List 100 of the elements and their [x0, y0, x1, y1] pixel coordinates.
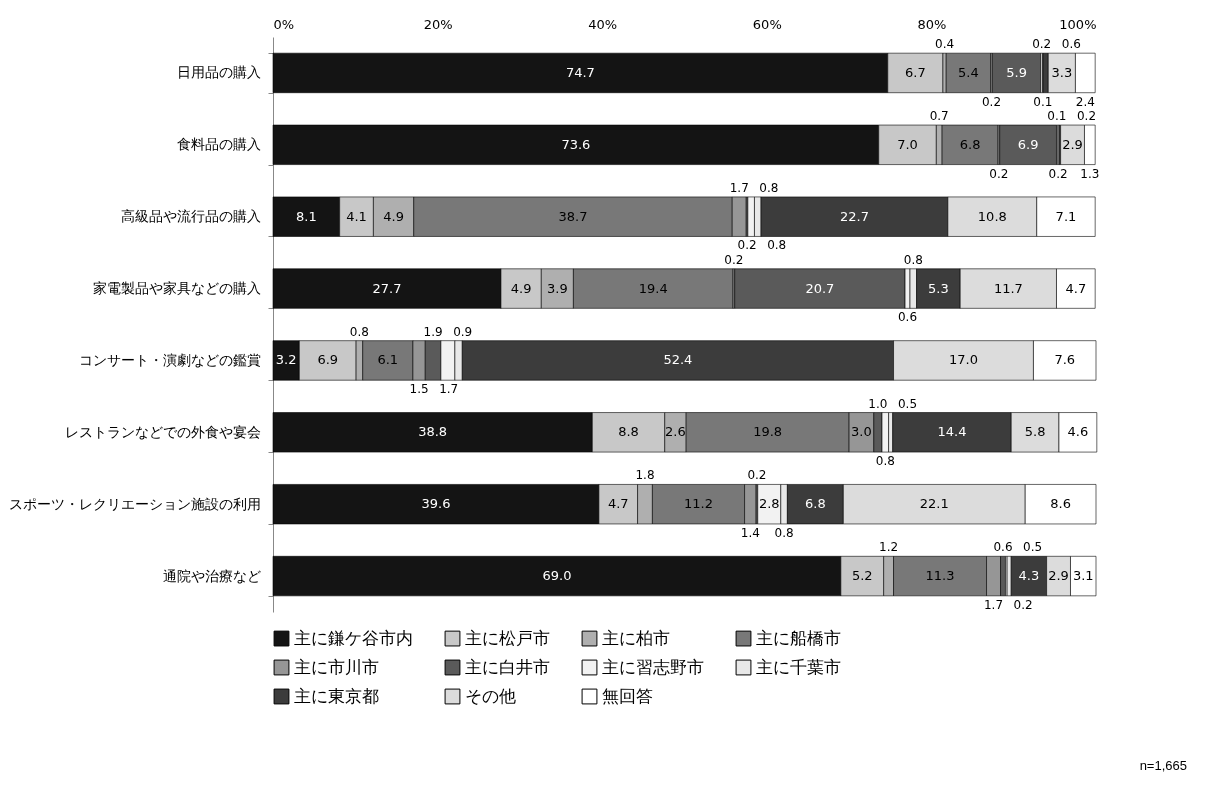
- data-label: 3.3: [1051, 64, 1073, 80]
- data-label: 0.6: [993, 540, 1013, 555]
- data-label: 38.8: [418, 424, 448, 440]
- data-label: 11.7: [993, 280, 1023, 296]
- data-label: 19.4: [638, 280, 668, 296]
- data-label: 11.3: [925, 568, 955, 584]
- data-label: 8.6: [1050, 496, 1071, 512]
- legend-label: 無回答: [602, 685, 653, 706]
- data-label: 0.2: [724, 252, 744, 267]
- data-label: 0.2: [981, 94, 1002, 109]
- legend-label: 主に松戸市: [465, 627, 550, 648]
- text: n=1,665: [1139, 758, 1187, 773]
- data-label: 39.6: [421, 496, 451, 512]
- data-label: 7.6: [1054, 352, 1076, 368]
- data-label: 0.5: [1023, 540, 1043, 555]
- data-label: 3.1: [1072, 568, 1094, 584]
- data-label: 1.0: [868, 396, 888, 411]
- legend-label: 主に柏市: [602, 627, 670, 648]
- data-label: 5.9: [1006, 64, 1027, 80]
- legend-label: 主に船橋市: [756, 627, 841, 648]
- data-label: 2.9: [1048, 568, 1069, 584]
- data-label: 1.8: [635, 468, 655, 483]
- data-label: 0.2: [747, 468, 767, 483]
- data-label: 4.7: [1065, 280, 1087, 296]
- data-label: 38.7: [558, 208, 588, 224]
- data-label: 27.7: [372, 280, 402, 296]
- data-label: 4.1: [346, 208, 367, 224]
- x-tick-label: 100%: [1059, 16, 1097, 32]
- data-label: 7.1: [1055, 208, 1077, 224]
- data-label: 22.7: [839, 208, 869, 224]
- data-label: 4.9: [510, 280, 532, 296]
- data-label: 0.2: [1013, 597, 1033, 612]
- y-tick-label: レストランなどでの外食や宴会: [64, 423, 261, 440]
- data-label: 5.3: [928, 280, 949, 296]
- data-label: 19.8: [753, 424, 783, 440]
- data-label: 0.6: [1061, 37, 1081, 52]
- legend-label: 主に東京都: [294, 685, 379, 706]
- legend-label: 主に市川市: [294, 656, 379, 677]
- data-label: 1.7: [983, 597, 1004, 612]
- data-label: 10.8: [977, 208, 1007, 224]
- data-label: 14.4: [937, 424, 967, 440]
- y-tick-label: スポーツ・レクリエーション施設の利用: [8, 495, 261, 512]
- data-label: 69.0: [542, 568, 572, 584]
- x-tick-label: 20%: [423, 16, 453, 32]
- data-label: 2.4: [1075, 94, 1095, 109]
- y-tick-label: 通院や治療など: [162, 567, 261, 584]
- x-tick-label: 40%: [588, 16, 618, 32]
- data-label: 2.8: [758, 496, 780, 512]
- data-label: 6.1: [377, 352, 399, 368]
- y-tick-label: コンサート・演劇などの鑑賞: [78, 351, 261, 368]
- data-label: 17.0: [949, 352, 978, 368]
- data-label: 74.7: [565, 64, 595, 80]
- data-label: 0.7: [929, 109, 949, 124]
- legend-label: 主に鎌ケ谷市内: [294, 627, 413, 648]
- data-label: 4.6: [1067, 424, 1089, 440]
- data-label: 3.2: [275, 352, 297, 368]
- data-label: 2.9: [1062, 136, 1083, 152]
- x-tick-label: 60%: [752, 16, 782, 32]
- data-label: 6.9: [317, 352, 339, 368]
- legend-label: 主に千葉市: [756, 656, 841, 677]
- data-label: 3.0: [851, 424, 872, 440]
- y-tick-label: 高級品や流行品の購入: [120, 208, 261, 225]
- data-label: 8.1: [295, 208, 317, 224]
- data-label: 6.8: [805, 496, 826, 512]
- data-label: 22.1: [919, 496, 949, 512]
- data-label: 1.7: [729, 180, 749, 195]
- data-label: 0.1: [1047, 109, 1067, 124]
- data-label: 3.9: [547, 280, 568, 296]
- data-label: 0.4: [935, 37, 955, 52]
- x-tick-label: 0%: [273, 16, 295, 32]
- data-label: 5.2: [851, 568, 873, 584]
- data-label: 52.4: [663, 352, 693, 368]
- data-label: 0.8: [759, 180, 779, 195]
- data-label: 1.2: [879, 540, 899, 555]
- data-label: 1.7: [439, 382, 459, 397]
- data-label: 0.8: [349, 324, 369, 339]
- data-label: 0.2: [737, 238, 757, 253]
- data-label: 4.9: [383, 208, 404, 224]
- data-label: 0.6: [897, 310, 918, 325]
- x-tick-label: 80%: [917, 16, 947, 32]
- data-label: 0.1: [1033, 94, 1053, 109]
- data-label: 5.4: [958, 64, 979, 80]
- data-label: 1.5: [409, 382, 429, 397]
- data-label: 0.8: [774, 525, 794, 540]
- legend-label: 主に習志野市: [602, 656, 704, 677]
- data-label: 0.2: [1032, 37, 1052, 52]
- data-label: 20.7: [805, 280, 835, 296]
- data-label: 0.5: [897, 396, 918, 411]
- data-label: 0.8: [875, 454, 895, 469]
- data-label: 4.7: [607, 496, 629, 512]
- data-label: 4.3: [1018, 568, 1040, 584]
- data-label: 1.4: [740, 525, 760, 540]
- data-label: 73.6: [561, 136, 591, 152]
- data-label: 8.8: [618, 424, 639, 440]
- legend-label: その他: [465, 685, 516, 706]
- data-label: 0.8: [903, 252, 923, 267]
- data-label: 1.9: [423, 324, 443, 339]
- data-label: 6.9: [1017, 136, 1039, 152]
- y-tick-label: 家電製品や家具などの購入: [92, 280, 261, 297]
- y-tick-label: 日用品の購入: [176, 64, 261, 81]
